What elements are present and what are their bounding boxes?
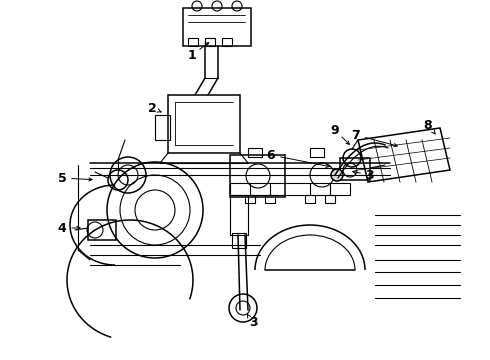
Bar — [340, 158, 370, 180]
Text: 7: 7 — [352, 129, 360, 141]
Bar — [265, 195, 275, 203]
Text: 4: 4 — [58, 221, 66, 234]
Bar — [310, 148, 324, 157]
Bar — [248, 148, 262, 157]
Text: 3: 3 — [249, 316, 257, 329]
Text: 6: 6 — [267, 149, 275, 162]
Text: 3: 3 — [366, 168, 374, 181]
Bar — [245, 195, 255, 203]
Bar — [168, 95, 240, 153]
Bar — [188, 38, 198, 46]
Text: 9: 9 — [331, 123, 339, 136]
Bar — [230, 195, 248, 235]
Bar — [325, 195, 335, 203]
Text: 2: 2 — [147, 102, 156, 114]
Bar — [230, 183, 350, 195]
Bar — [155, 115, 170, 140]
Bar — [88, 220, 116, 240]
Bar — [183, 8, 251, 46]
Bar — [232, 233, 246, 248]
Text: 8: 8 — [424, 118, 432, 131]
Text: 1: 1 — [188, 49, 196, 62]
Bar — [222, 38, 232, 46]
Bar — [305, 195, 315, 203]
Bar — [205, 38, 215, 46]
Bar — [230, 155, 285, 197]
Text: 5: 5 — [58, 171, 66, 185]
Circle shape — [331, 169, 343, 181]
